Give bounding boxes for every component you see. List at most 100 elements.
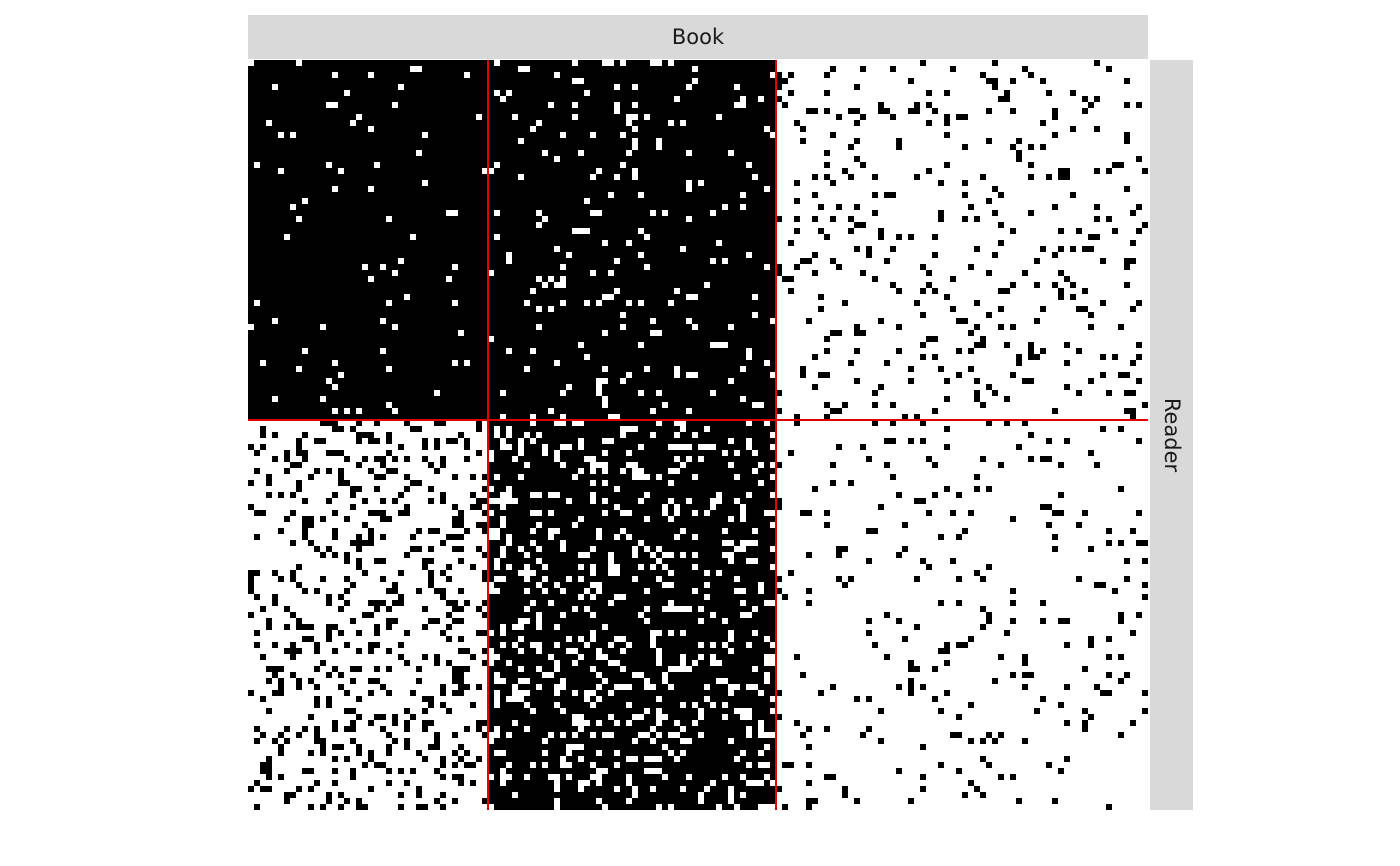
cell: [1070, 246, 1076, 252]
cell: [344, 456, 350, 462]
cell: [320, 738, 326, 744]
cell: [968, 264, 974, 270]
cell: [770, 654, 776, 660]
cell: [380, 600, 386, 606]
cell: [956, 348, 962, 354]
cell: [446, 576, 452, 582]
cell: [614, 84, 620, 90]
cell: [548, 732, 554, 738]
cell: [500, 546, 506, 552]
cell: [758, 762, 764, 768]
cell: [1046, 438, 1052, 444]
cell: [764, 678, 770, 684]
cell: [392, 720, 398, 726]
cell: [878, 108, 884, 114]
cell: [1076, 348, 1082, 354]
cell: [596, 774, 602, 780]
cell: [986, 270, 992, 276]
cell: [500, 552, 506, 558]
cell: [1100, 582, 1106, 588]
cell: [596, 384, 602, 390]
cell: [338, 372, 344, 378]
cell: [590, 210, 596, 216]
cell: [278, 678, 284, 684]
cell: [1112, 228, 1118, 234]
cell: [614, 108, 620, 114]
cell: [1040, 144, 1046, 150]
cell: [1106, 540, 1112, 546]
cell: [578, 714, 584, 720]
cell: [272, 84, 278, 90]
cell: [536, 222, 542, 228]
cell: [1046, 504, 1052, 510]
cell: [650, 786, 656, 792]
cell: [704, 582, 710, 588]
cell: [584, 300, 590, 306]
cell: [344, 600, 350, 606]
cell: [1094, 234, 1100, 240]
cell: [650, 552, 656, 558]
cell: [476, 726, 482, 732]
cell: [1052, 108, 1058, 114]
cell: [680, 606, 686, 612]
cell: [362, 456, 368, 462]
cell: [812, 252, 818, 258]
cell: [284, 606, 290, 612]
cell: [524, 588, 530, 594]
cell: [1118, 732, 1124, 738]
cell: [482, 798, 488, 804]
cell: [782, 804, 788, 810]
cell: [272, 738, 278, 744]
cell: [278, 666, 284, 672]
cell: [356, 696, 362, 702]
cell: [704, 426, 710, 432]
cell: [734, 708, 740, 714]
cell: [872, 174, 878, 180]
cell: [1040, 120, 1046, 126]
cell: [332, 666, 338, 672]
cell: [710, 444, 716, 450]
cell: [908, 666, 914, 672]
cell: [548, 654, 554, 660]
cell: [338, 672, 344, 678]
cell: [440, 774, 446, 780]
cell: [542, 576, 548, 582]
cell: [1106, 66, 1112, 72]
cell: [1064, 384, 1070, 390]
cell: [932, 108, 938, 114]
cell: [1106, 654, 1112, 660]
cell: [836, 264, 842, 270]
cell: [302, 198, 308, 204]
cell: [266, 768, 272, 774]
cell: [530, 540, 536, 546]
cell: [548, 534, 554, 540]
cell: [428, 582, 434, 588]
cell: [1052, 408, 1058, 414]
cell: [584, 228, 590, 234]
cell: [548, 276, 554, 282]
cell: [458, 690, 464, 696]
cell: [434, 444, 440, 450]
cell: [368, 438, 374, 444]
cell: [254, 468, 260, 474]
cell: [788, 762, 794, 768]
cell: [734, 684, 740, 690]
cell: [770, 474, 776, 480]
cell: [1064, 642, 1070, 648]
cell: [794, 414, 800, 420]
cell: [572, 114, 578, 120]
cell: [776, 714, 782, 720]
cell: [374, 666, 380, 672]
cell: [632, 84, 638, 90]
cell: [524, 678, 530, 684]
cell: [254, 630, 260, 636]
cell: [650, 726, 656, 732]
cell: [392, 324, 398, 330]
cell: [722, 678, 728, 684]
cell: [830, 462, 836, 468]
cell: [536, 666, 542, 672]
cell: [938, 210, 944, 216]
cell: [608, 642, 614, 648]
cell: [992, 738, 998, 744]
cell: [284, 234, 290, 240]
